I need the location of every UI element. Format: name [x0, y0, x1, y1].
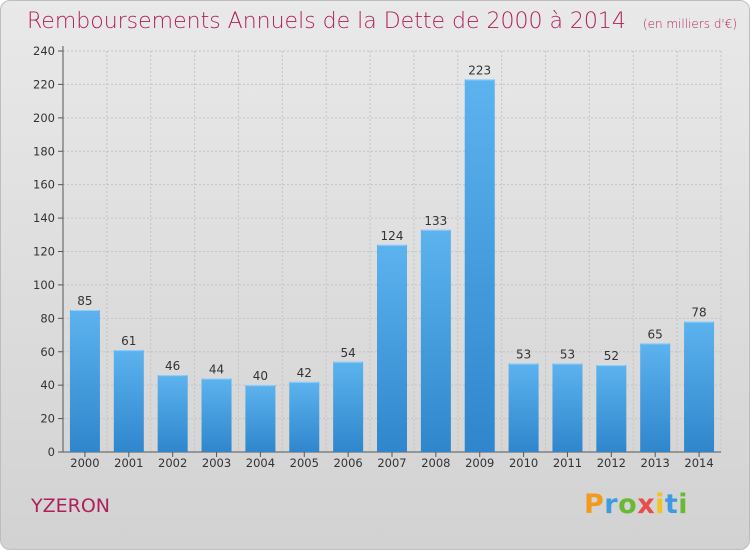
data-label: 223 [468, 63, 491, 77]
data-label: 124 [381, 229, 404, 243]
x-tick-label: 2008 [421, 456, 450, 470]
logo-letter: o [618, 489, 638, 520]
chart-title: Remboursements Annuels de la Dette de 20… [27, 9, 737, 34]
bar [552, 363, 583, 452]
logo-letter: x [637, 489, 656, 520]
y-tick-label: 200 [33, 111, 55, 125]
y-tick-label: 80 [40, 311, 55, 325]
data-label: 53 [516, 347, 531, 361]
town-name: YZERON [31, 495, 110, 517]
bar [377, 244, 407, 452]
y-tick-label: 100 [33, 278, 55, 292]
x-tick-label: 2005 [290, 456, 319, 470]
data-label: 52 [604, 349, 619, 363]
chart-title-text: Remboursements Annuels de la Dette de 20… [27, 9, 626, 34]
x-tick-label: 2002 [158, 456, 187, 470]
bar [684, 321, 715, 452]
x-tick-label: 2000 [70, 456, 99, 470]
y-tick-label: 60 [40, 345, 55, 359]
bars [69, 79, 715, 452]
data-label: 42 [297, 366, 312, 380]
bar [333, 361, 364, 452]
y-tick-label: 120 [33, 245, 55, 259]
logo-letter: t [664, 489, 679, 520]
proxiti-logo: Proxiti [584, 489, 688, 520]
bar [69, 309, 100, 452]
y-tick-label: 20 [40, 412, 55, 426]
data-label: 61 [121, 334, 136, 348]
x-tick-label: 2009 [465, 456, 494, 470]
y-tick-label: 160 [33, 178, 55, 192]
y-tick-label: 0 [48, 445, 55, 459]
x-tick-label: 2004 [246, 456, 275, 470]
chart-subtitle: (en milliers d'€) [642, 17, 738, 31]
x-tick-label: 2011 [553, 456, 582, 470]
x-tick-label: 2013 [641, 456, 670, 470]
logo-letter: i [655, 489, 665, 520]
x-tick-label: 2012 [597, 456, 626, 470]
logo-letter: r [604, 489, 619, 520]
data-label: 54 [340, 346, 355, 360]
x-tick-label: 2014 [684, 456, 713, 470]
data-label: 133 [424, 214, 447, 228]
bar [201, 378, 232, 452]
bar [464, 79, 495, 452]
data-label: 78 [691, 306, 706, 320]
data-label: 40 [253, 369, 268, 383]
bar [289, 381, 320, 452]
bar [157, 375, 188, 452]
logo-letter: P [584, 489, 605, 520]
y-tick-label: 180 [33, 144, 55, 158]
data-label: 65 [648, 327, 663, 341]
x-tick-label: 2010 [509, 456, 538, 470]
y-tick-label: 220 [33, 77, 55, 91]
data-label: 44 [209, 362, 224, 376]
x-tick-label: 2006 [333, 456, 362, 470]
bar [245, 385, 276, 452]
y-tick-label: 140 [33, 211, 55, 225]
bar [420, 229, 451, 452]
y-tick-label: 40 [40, 378, 55, 392]
labels: 85 2000 61 2001 46 2002 44 2003 40 2004 42 2005 54 20… [70, 63, 713, 470]
bar [508, 363, 539, 452]
data-label: 85 [77, 294, 92, 308]
data-label: 53 [560, 347, 575, 361]
data-label: 46 [165, 359, 180, 373]
x-tick-label: 2007 [377, 456, 406, 470]
logo-letter: i [678, 489, 689, 520]
bar [113, 350, 144, 452]
bar [596, 365, 627, 452]
x-tick-label: 2003 [202, 456, 231, 470]
y-tick-label: 240 [33, 44, 55, 58]
bar [640, 343, 671, 452]
x-tick-label: 2001 [114, 456, 143, 470]
